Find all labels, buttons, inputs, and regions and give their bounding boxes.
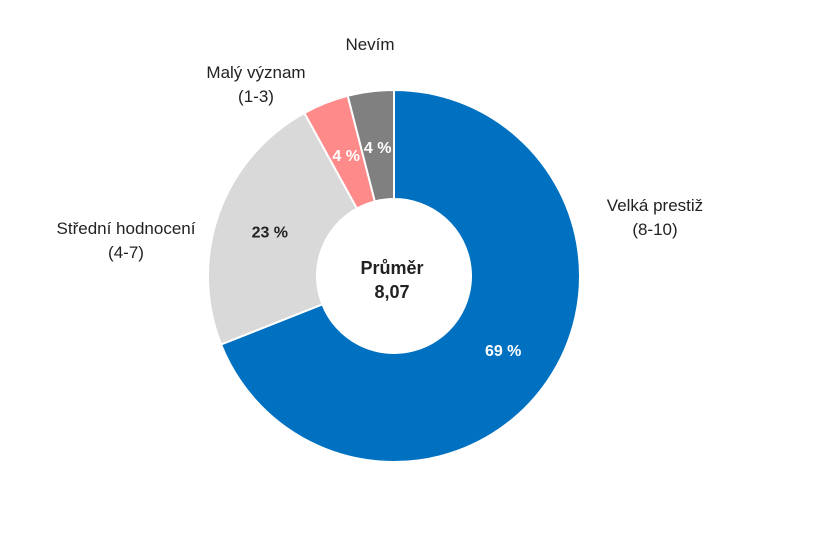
slice-1 bbox=[219, 88, 581, 463]
category-name-2: Střední hodnocení bbox=[57, 219, 196, 238]
category-range-1: (8-10) bbox=[632, 220, 677, 239]
center-title: Průměr bbox=[360, 258, 423, 278]
category-name-4: Nevím bbox=[345, 35, 394, 54]
category-name-3: Malý význam bbox=[206, 63, 305, 82]
category-range-2: (4-7) bbox=[108, 243, 144, 262]
data-label-1: 69 % bbox=[485, 343, 521, 360]
slices-group bbox=[207, 88, 581, 463]
center-group: Průměr 8,07 bbox=[360, 258, 423, 302]
category-labels-group: Velká prestiž (8-10) Střední hodnocení (4-7… bbox=[57, 35, 704, 262]
slice-4 bbox=[346, 88, 395, 203]
data-label-4: 4 % bbox=[364, 140, 392, 157]
center-value: 8,07 bbox=[374, 282, 409, 302]
slice-2 bbox=[207, 111, 359, 346]
data-label-2: 23 % bbox=[252, 224, 288, 241]
data-label-3: 4 % bbox=[332, 148, 360, 165]
category-name-1: Velká prestiž bbox=[607, 196, 703, 215]
category-range-3: (1-3) bbox=[238, 87, 274, 106]
data-labels-group: 69 % 23 % 4 % 4 % bbox=[252, 140, 522, 360]
